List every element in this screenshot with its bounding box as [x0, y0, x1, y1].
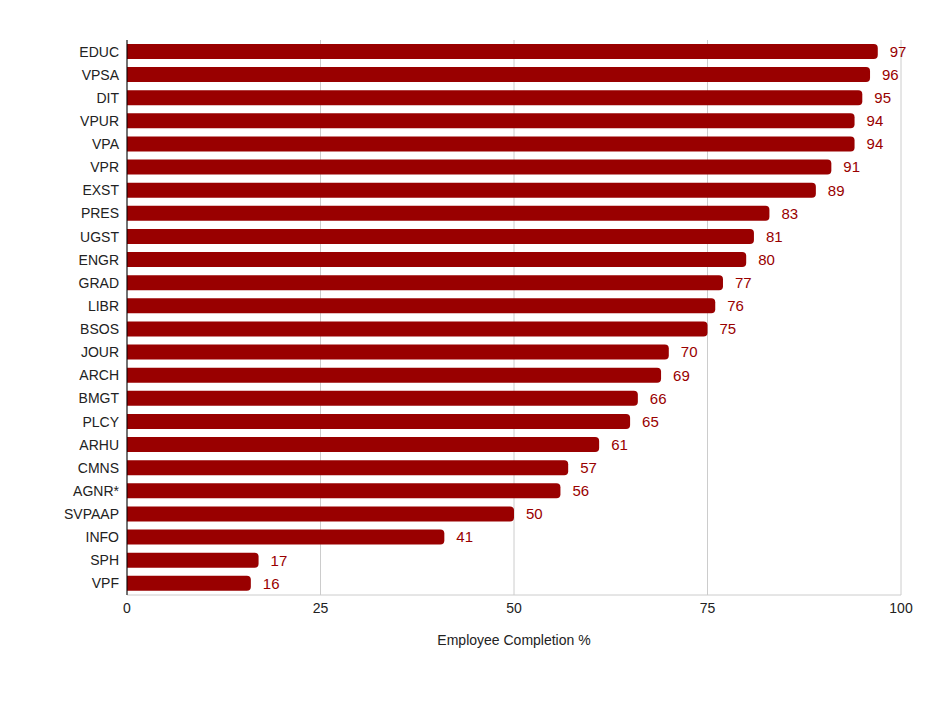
svg-text:BSOS: BSOS	[80, 321, 119, 337]
svg-text:75: 75	[720, 320, 737, 337]
svg-text:69: 69	[673, 367, 690, 384]
svg-text:76: 76	[727, 297, 744, 314]
svg-text:PLCY: PLCY	[82, 414, 119, 430]
svg-text:16: 16	[263, 575, 280, 592]
svg-text:VPA: VPA	[92, 136, 120, 152]
svg-text:80: 80	[758, 251, 775, 268]
svg-text:25: 25	[313, 600, 329, 616]
svg-text:89: 89	[828, 182, 845, 199]
svg-text:VPF: VPF	[92, 575, 119, 591]
svg-text:GRAD: GRAD	[79, 275, 119, 291]
svg-text:SVPAAP: SVPAAP	[64, 506, 119, 522]
svg-text:EDUC: EDUC	[79, 44, 119, 60]
svg-text:50: 50	[526, 505, 543, 522]
svg-text:DIT: DIT	[96, 90, 119, 106]
svg-text:77: 77	[735, 274, 752, 291]
svg-text:SPH: SPH	[90, 552, 119, 568]
svg-text:CMNS: CMNS	[78, 460, 119, 476]
svg-text:75: 75	[700, 600, 716, 616]
svg-text:UGST: UGST	[80, 229, 119, 245]
svg-text:LIBR: LIBR	[88, 298, 119, 314]
svg-text:81: 81	[766, 228, 783, 245]
svg-text:AGNR*: AGNR*	[73, 483, 119, 499]
svg-text:INFO: INFO	[86, 529, 120, 545]
svg-text:65: 65	[642, 413, 659, 430]
svg-text:97: 97	[890, 43, 907, 60]
svg-text:96: 96	[882, 66, 899, 83]
svg-text:BMGT: BMGT	[79, 390, 120, 406]
svg-text:EXST: EXST	[82, 182, 119, 198]
svg-text:95: 95	[874, 89, 891, 106]
svg-text:0: 0	[123, 600, 131, 616]
svg-text:VPUR: VPUR	[80, 113, 119, 129]
svg-text:ARHU: ARHU	[79, 437, 119, 453]
svg-text:41: 41	[456, 528, 473, 545]
svg-text:70: 70	[681, 343, 698, 360]
svg-text:Employee Completion %: Employee Completion %	[437, 632, 590, 648]
svg-text:94: 94	[867, 135, 884, 152]
svg-text:57: 57	[580, 459, 597, 476]
svg-text:17: 17	[271, 552, 288, 569]
svg-text:66: 66	[650, 390, 667, 407]
svg-text:61: 61	[611, 436, 628, 453]
svg-text:VPSA: VPSA	[82, 67, 120, 83]
svg-text:ARCH: ARCH	[79, 367, 119, 383]
svg-text:83: 83	[781, 205, 798, 222]
svg-text:VPR: VPR	[90, 159, 119, 175]
svg-text:100: 100	[889, 600, 913, 616]
svg-text:91: 91	[843, 158, 860, 175]
svg-text:94: 94	[867, 112, 884, 129]
svg-text:ENGR: ENGR	[79, 252, 119, 268]
svg-text:50: 50	[506, 600, 522, 616]
svg-text:PRES: PRES	[81, 205, 119, 221]
svg-text:JOUR: JOUR	[81, 344, 119, 360]
svg-text:56: 56	[572, 482, 589, 499]
